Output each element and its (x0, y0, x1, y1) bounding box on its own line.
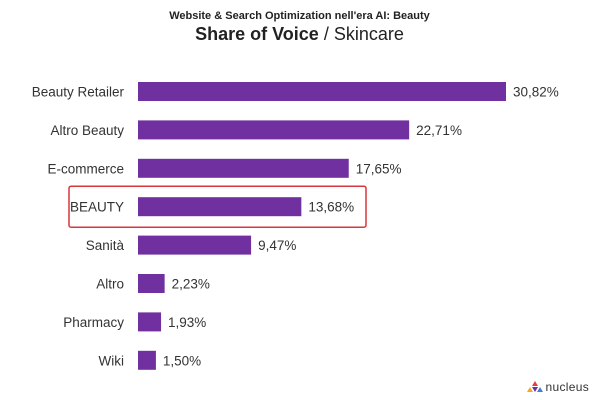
value-label: 22,71% (416, 123, 462, 138)
category-label: Altro (96, 277, 124, 292)
value-label: 30,82% (513, 85, 559, 100)
category-label: BEAUTY (70, 200, 124, 215)
chart-title: Share of Voice / Skincare (0, 24, 599, 45)
category-label: Wiki (99, 353, 125, 368)
bar (138, 197, 302, 217)
value-label: 9,47% (258, 238, 296, 253)
chart-title-separator: / (318, 24, 334, 44)
highlight-box (68, 185, 367, 228)
category-label: Pharmacy (63, 315, 124, 330)
bar (138, 158, 349, 178)
category-label: Beauty Retailer (32, 85, 125, 100)
category-label: Sanità (86, 238, 125, 253)
category-label: E-commerce (47, 161, 124, 176)
bar (138, 120, 410, 140)
chart-title-bold: Share of Voice (195, 24, 319, 44)
value-label: 2,23% (172, 277, 210, 292)
category-label: Altro Beauty (50, 123, 124, 138)
bar (138, 312, 162, 332)
value-label: 13,68% (308, 200, 354, 215)
bar (138, 350, 156, 370)
bar (138, 274, 165, 293)
nucleus-logo-icon (526, 381, 543, 392)
nucleus-logo: nucleus (526, 380, 589, 394)
bar (138, 82, 506, 101)
value-label: 1,50% (163, 353, 201, 368)
chart-suptitle: Website & Search Optimization nell'era A… (169, 10, 430, 22)
nucleus-logo-text: nucleus (545, 380, 589, 394)
value-label: 1,93% (168, 315, 206, 330)
chart-title-rest: Skincare (333, 24, 404, 44)
value-label: 17,65% (356, 161, 402, 176)
bar (138, 235, 252, 255)
